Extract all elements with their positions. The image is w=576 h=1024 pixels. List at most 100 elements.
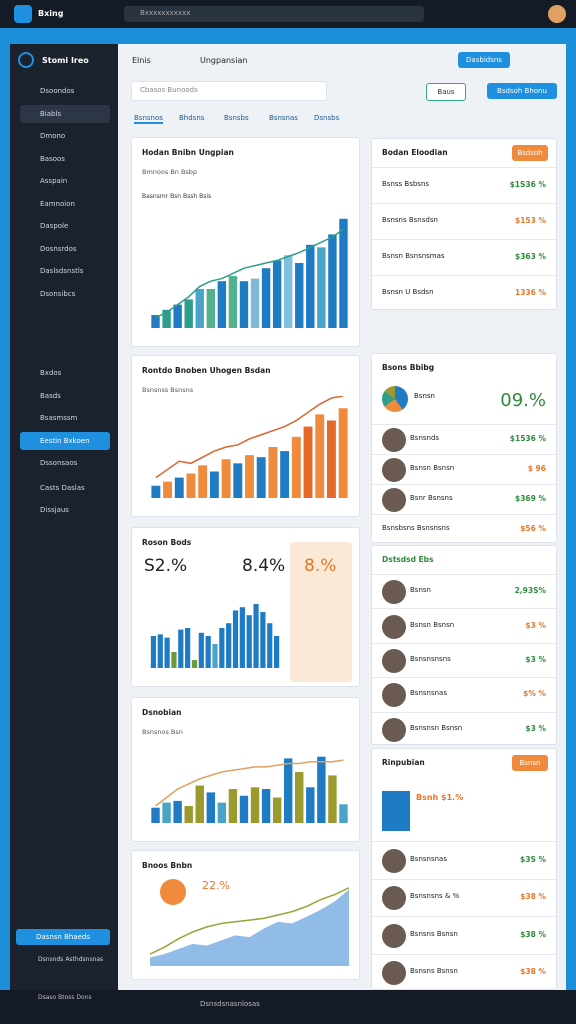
row-name: Bsnsn U Bsdsn	[382, 288, 434, 296]
bar	[306, 244, 315, 328]
chart	[151, 756, 348, 823]
nav-item[interactable]: Dmono	[40, 132, 66, 140]
nav-item[interactable]: Dssonsaos	[40, 459, 78, 467]
row-value: $38 %	[520, 967, 546, 977]
list-row[interactable]: Bsnsnsnsns $3 %	[372, 642, 556, 677]
nav-item[interactable]: Biabls	[20, 104, 110, 123]
avatar	[382, 614, 406, 639]
stat-card	[290, 542, 352, 682]
list-row[interactable]: Bsnsnsnas $% %	[372, 677, 556, 711]
button[interactable]: Dasbidsns	[458, 52, 510, 68]
bar	[273, 636, 280, 668]
list-row[interactable]: Bsnsnsns & % $38 %	[372, 878, 556, 917]
nav-item[interactable]: Dsoondos	[40, 87, 75, 95]
list-row[interactable]: Bsnsbsns Bsnsnsns $56 %	[372, 514, 556, 544]
nav-item[interactable]: Dsonsibcs	[40, 289, 76, 298]
bar	[164, 637, 170, 668]
bar	[151, 807, 160, 823]
row-name: Bsnsns Bsnsn	[410, 967, 458, 976]
row-value: 2,93S%	[514, 586, 546, 596]
bar	[217, 281, 227, 328]
list-row[interactable]: Bsnsn Bsnsn $3 %	[372, 608, 556, 642]
chart-card: Roson Bods S2.% 8.4% 8.%	[131, 527, 360, 687]
nav-item[interactable]: Dissjaus	[40, 506, 69, 514]
list-row[interactable]: Bsnsn Bsnsnsmas $363 %	[372, 239, 556, 275]
bar	[328, 775, 337, 823]
search[interactable]: Cbasos Bunoods	[131, 81, 327, 101]
nav-item[interactable]: Asspain	[40, 177, 68, 185]
nav-item[interactable]: Basds	[40, 391, 61, 400]
row-name: Bsnsn Bsnsn	[410, 464, 455, 472]
bar	[268, 447, 278, 498]
chart-subtitle: Bsnsnos Bsn	[142, 728, 183, 736]
bar	[184, 806, 193, 823]
bar	[272, 260, 282, 328]
button[interactable]: Bsdsoh	[512, 145, 548, 161]
nav-item[interactable]: Bxdos	[40, 369, 62, 377]
chart-title: Hodan Bnibn Ungpian	[142, 148, 234, 157]
list-row[interactable]: Bsnsn 2,93S%	[372, 574, 556, 608]
bar	[245, 455, 254, 498]
sidebar: Stomi Ireo Dasnsn Bhaeds Dsnsnds Asthdsn…	[10, 44, 118, 990]
search[interactable]: Bxxxxxxxxxxx	[124, 6, 424, 22]
bar	[174, 477, 184, 498]
avatar	[382, 923, 406, 948]
row-name: Bsnsn Bsnsn	[410, 620, 455, 629]
button[interactable]: Bsnsn	[512, 755, 548, 771]
row-name: Bsnsnsn Bsnsn	[410, 723, 463, 732]
bar	[198, 632, 204, 668]
nav-item[interactable]: Daspole	[40, 222, 69, 230]
bar	[317, 756, 326, 823]
tab[interactable]: Bsnsnas	[269, 114, 298, 122]
chart	[150, 604, 280, 668]
row-value: $1S36 %	[509, 180, 546, 189]
bar	[178, 629, 184, 668]
bottom-text: Dsnsdsnasnlosas	[200, 1000, 260, 1008]
tab[interactable]: Bhdsns	[179, 114, 205, 122]
list-row[interactable]: Bsnr Bsnsns $369 %	[372, 484, 556, 514]
bar	[272, 797, 282, 823]
tab[interactable]: Bsnsbs	[224, 114, 249, 122]
chart-title: Dsnobian	[142, 708, 182, 717]
button[interactable]: Bsdsoh Bhonu	[487, 83, 557, 99]
list-row[interactable]: Bsnsnsnas $3S %	[372, 841, 556, 879]
bar	[212, 644, 218, 668]
row-name: Bsnsbsns Bsnsnsns	[382, 524, 450, 532]
row-name: Bsnsns Bsnsn	[410, 929, 458, 938]
list-row[interactable]: Bsnsnsn Bsnsn $3 %	[372, 711, 556, 746]
tab[interactable]: Bsnsnos	[134, 114, 163, 124]
bar	[261, 789, 271, 823]
bar	[260, 612, 266, 668]
list-row[interactable]: Bsnsn U Bsdsn 1336 %	[372, 275, 556, 311]
nav-item[interactable]: Bsasmssm	[40, 414, 78, 422]
bar	[338, 408, 348, 498]
bar	[205, 636, 211, 668]
bar	[339, 218, 348, 328]
nav-item[interactable]: Eamnoion	[40, 199, 75, 208]
tab[interactable]: Dsnsbs	[314, 114, 340, 122]
nav-item[interactable]: Daslsdsnstls	[40, 267, 84, 275]
nav-item[interactable]: Dosnsrdos	[40, 244, 77, 253]
button[interactable]: Baus	[426, 83, 466, 101]
list-card: Bodan Eloodian Bsdsoh Bsnss Bsbsns $1S36 % B…	[371, 138, 557, 310]
row-name: Bsnsnsnas	[410, 689, 447, 698]
list-row[interactable]: Bsnsnds $1536 %	[372, 424, 556, 454]
list-row[interactable]: Bsnsns Bsnsn $38 %	[372, 953, 556, 992]
bottom-bar: Dsaso Btoss Dons Dsnsdsnasnlosas	[0, 990, 576, 1024]
nav-item[interactable]: Casts Daslas	[40, 483, 85, 492]
sidebar-button[interactable]: Dasnsn Bhaeds	[16, 929, 110, 945]
chart	[151, 396, 348, 498]
nav-item[interactable]: Eestin Bxkoen	[20, 431, 110, 450]
avatar	[382, 428, 406, 452]
bar	[239, 281, 249, 328]
row-name: Bsnsnds	[410, 434, 440, 442]
bar	[326, 420, 336, 498]
list-row[interactable]: Bsnsns Bsnsdsn $153 %	[372, 203, 556, 239]
chart	[151, 218, 348, 328]
bar	[185, 628, 191, 668]
nav-item[interactable]: Basoos	[40, 154, 65, 163]
list-row[interactable]: Bsnss Bsbsns $1S36 %	[372, 167, 556, 203]
list-row[interactable]: Bsnsns Bsnsn $38 %	[372, 916, 556, 954]
list-row[interactable]: Bsnsn Bsnsn $ 96	[372, 454, 556, 484]
